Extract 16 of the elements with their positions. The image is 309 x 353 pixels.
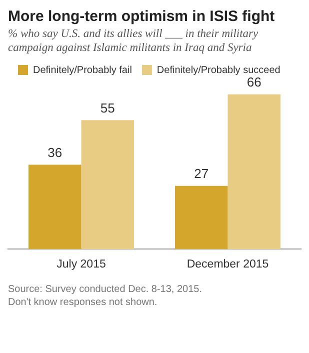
text: Don't know responses not shown. [8, 296, 158, 309]
data-label: 66 [246, 74, 262, 90]
legend-label: Definitely/Probably fail [33, 64, 132, 76]
legend-label: Definitely/Probably succeed [156, 64, 280, 76]
data-label: 36 [48, 144, 62, 160]
chart-title: More long-term optimism in ISIS fight [8, 8, 276, 25]
bar [28, 164, 82, 250]
bar [228, 94, 280, 250]
x-tick-label: July 2015 [56, 258, 106, 270]
x-tick-label: December 2015 [186, 258, 269, 270]
data-label: 27 [194, 166, 209, 181]
bar [175, 186, 228, 250]
chart-subtitle: % who say U.S. and its allies will ___ in their military campaign against Islamic militants in Iraq and Syria [8, 27, 260, 55]
data-label: 55 [100, 100, 115, 116]
source-note: Source: Survey conducted Dec. 8-13, 2015. [8, 283, 204, 296]
bar [81, 120, 134, 250]
